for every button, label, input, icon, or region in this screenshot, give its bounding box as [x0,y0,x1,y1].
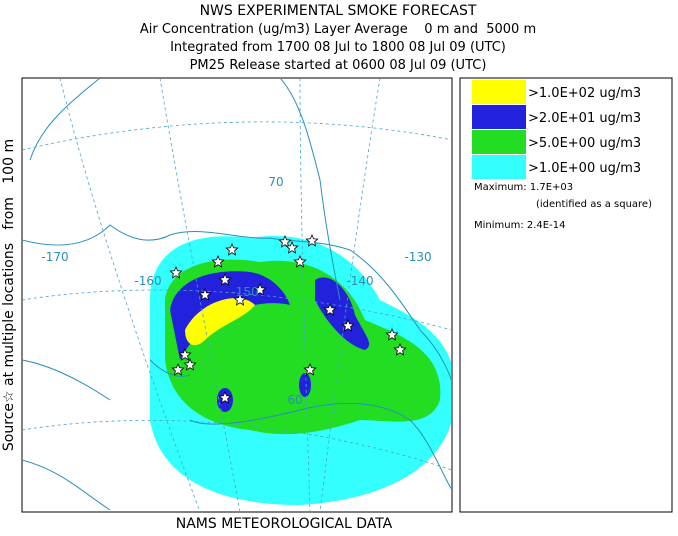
source-marker [211,254,225,268]
legend-swatch [472,155,526,179]
source-marker [253,282,267,296]
title: NWS EXPERIMENTAL SMOKE FORECAST [200,3,477,19]
source-marker [198,287,212,301]
source-marker [293,254,307,268]
legend-label: >1.0E+00 ug/m3 [528,161,641,176]
side-label: Source☆ at multiple locations from 100 m [1,139,17,451]
legend-swatch [472,130,526,154]
smoke-region [185,298,255,346]
legend: Maximum: 1.7E+03 (identified as a square… [459,77,673,513]
smoke-region [315,277,370,350]
source-marker [393,342,407,356]
source-marker [303,362,317,376]
grid-label: -130 [404,250,431,264]
legend-maximum: Maximum: 1.7E+03 [474,182,573,193]
grid-label: -170 [41,250,68,264]
legend-swatch [472,80,526,104]
source-marker [171,362,185,376]
legend-minimum: Minimum: 2.4E-14 [474,220,565,231]
legend-note: (identified as a square) [536,199,652,210]
subtitle: Air Concentration (ug/m3) Layer Average … [140,22,536,37]
grid-label: -160 [134,274,161,288]
footer: NAMS METEOROLOGICAL DATA [176,516,393,532]
grid-label: 70 [268,175,283,189]
subtitle: Integrated from 1700 08 Jul to 1800 08 J… [170,40,506,55]
legend-swatch [472,105,526,129]
grid-label: 60 [287,393,302,407]
source-marker [225,242,239,256]
source-marker [233,292,247,306]
source-marker [218,272,232,286]
legend-label: >5.0E+00 ug/m3 [528,136,641,151]
source-marker [218,390,232,404]
source-marker [183,357,197,371]
smoke-region [299,373,311,397]
legend-label: >1.0E+02 ug/m3 [528,86,641,101]
source-marker [385,327,399,341]
source-marker [178,347,192,361]
source-marker [278,234,292,248]
legend-label: >2.0E+01 ug/m3 [528,111,641,126]
source-marker [341,318,355,332]
source-marker [305,233,319,247]
subtitle: PM25 Release started at 0600 08 Jul 09 (… [190,58,487,73]
source-marker [323,302,337,316]
source-marker [169,265,183,279]
map: -170 -160 -150 -140 -130 70 60 [21,77,453,513]
grid-label: -150 [231,285,258,299]
source-markers [169,233,407,404]
grid-label: -140 [346,274,373,288]
source-marker [285,240,299,254]
